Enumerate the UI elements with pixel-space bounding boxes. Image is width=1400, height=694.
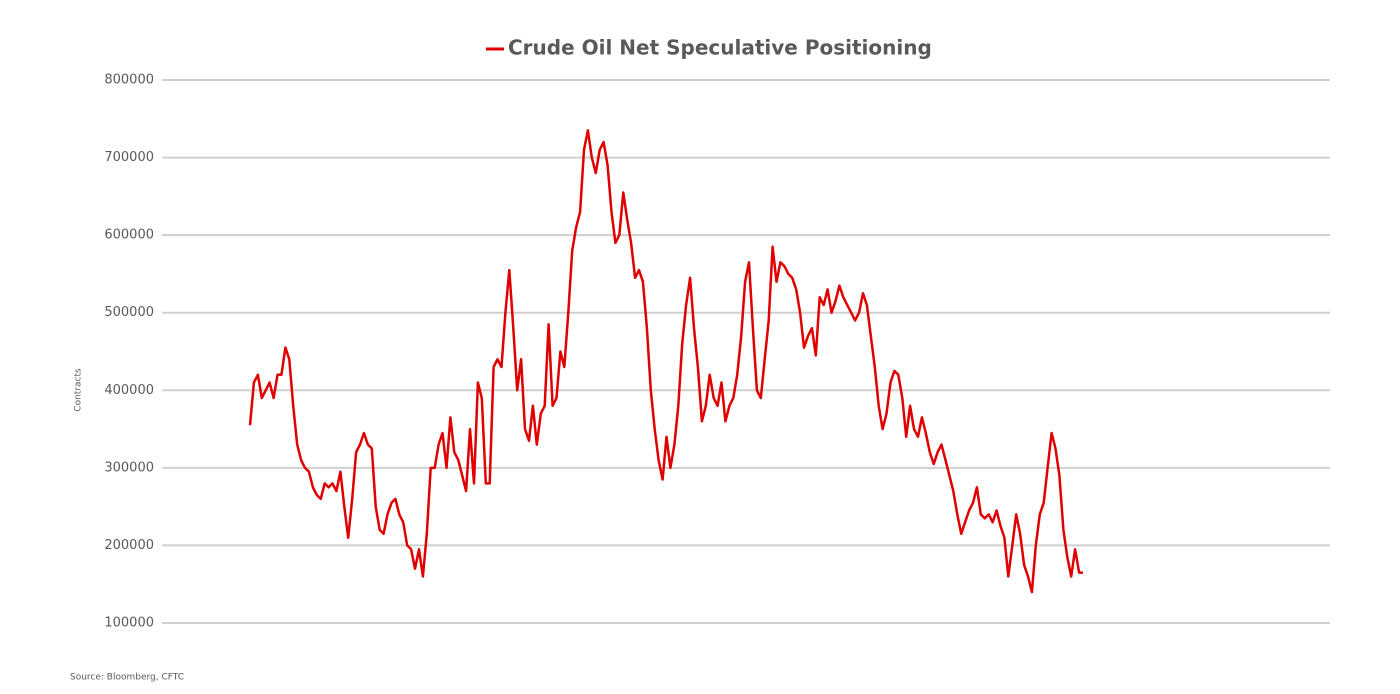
y-tick-label: 400000 — [104, 383, 154, 398]
y-tick-label: 200000 — [104, 538, 154, 553]
source-note: Source: Bloomberg, CFTC — [70, 673, 184, 683]
y-tick-label: 800000 — [104, 73, 154, 88]
y-tick-label: 700000 — [104, 150, 154, 165]
y-tick-label: 300000 — [104, 460, 154, 475]
y-axis-label: Contracts — [74, 368, 84, 412]
data-line — [248, 129, 1083, 594]
y-tick-label: 100000 — [104, 616, 154, 631]
y-tick-label: 600000 — [104, 228, 154, 243]
y-tick-label: 500000 — [104, 305, 154, 320]
legend-label: Crude Oil Net Speculative Positioning — [508, 36, 932, 60]
